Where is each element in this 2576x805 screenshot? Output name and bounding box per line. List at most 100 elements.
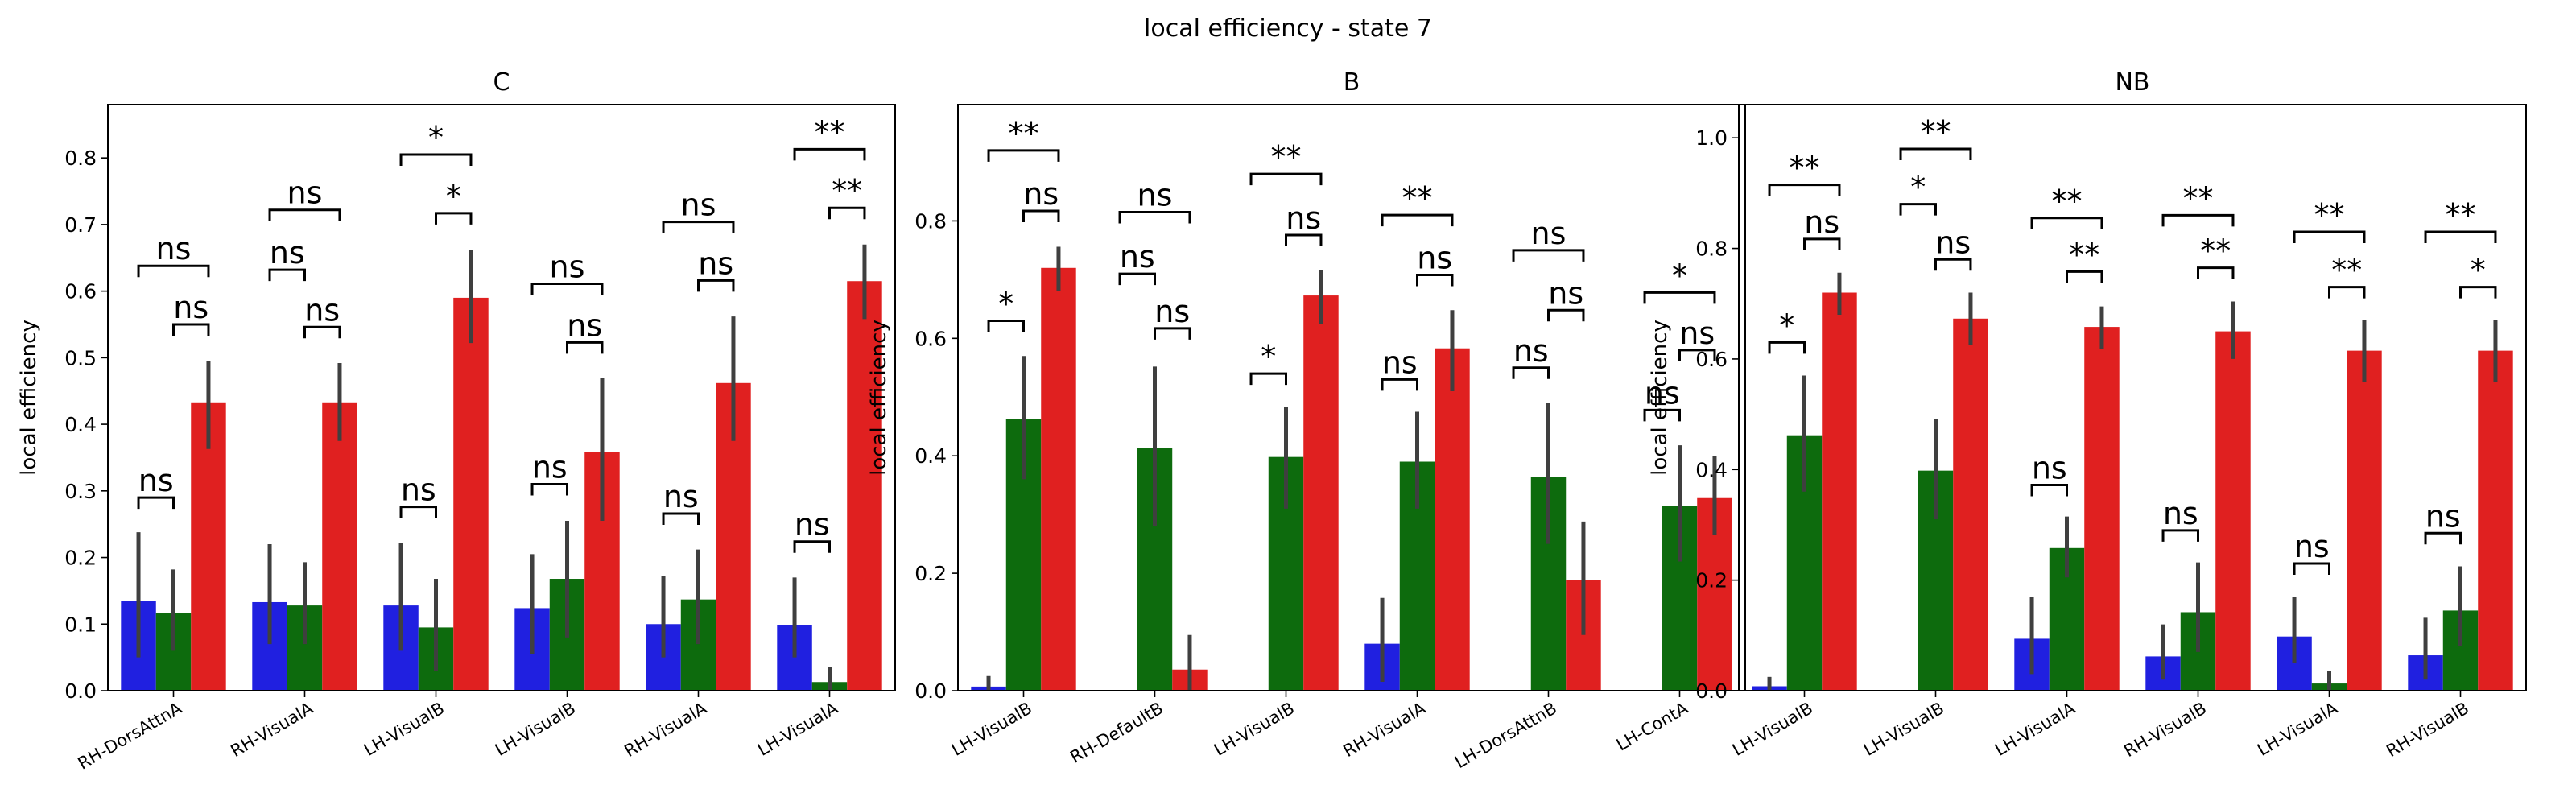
significance-label: ns — [1679, 316, 1715, 351]
significance-label: * — [1261, 339, 1276, 374]
significance-bracket — [1678, 349, 1716, 361]
y-tick-label: 0.6 — [1695, 348, 1728, 371]
x-tick-label: LH-VisualA — [2254, 698, 2342, 760]
bar — [1303, 295, 1339, 691]
significance-label: * — [1779, 308, 1794, 343]
bar — [191, 402, 226, 691]
significance-label: ns — [663, 479, 699, 514]
significance-label: ns — [1645, 375, 1680, 411]
significance-label: ** — [832, 173, 862, 208]
significance-label: ns — [795, 507, 830, 543]
x-tick-label: RH-DefaultB — [1067, 699, 1166, 767]
significance-label: ns — [532, 450, 568, 485]
bar — [2215, 331, 2251, 691]
significance-label: ns — [1382, 345, 1418, 380]
significance-bracket — [566, 341, 604, 354]
y-axis-label: local efficiency — [1648, 320, 1672, 476]
bar — [1953, 318, 1988, 691]
significance-bracket — [1249, 372, 1287, 386]
significance-bracket — [2030, 217, 2103, 229]
significance-bracket — [2424, 531, 2462, 545]
significance-label: ** — [1271, 139, 1302, 175]
x-tick-label: RH-VisualA — [621, 698, 710, 761]
subplot-title: NB — [2115, 68, 2149, 97]
significance-bracket — [2424, 230, 2497, 243]
significance-label: ns — [304, 292, 340, 328]
bar — [322, 402, 357, 691]
significance-label: ns — [2425, 498, 2461, 534]
significance-label: ** — [2200, 233, 2231, 269]
significance-label: ** — [1790, 151, 1820, 186]
x-tick-label: LH-VisualA — [754, 698, 842, 760]
bar — [847, 281, 882, 691]
x-tick-label: LH-VisualB — [948, 699, 1035, 760]
significance-label: ns — [567, 308, 602, 343]
significance-bracket — [1118, 272, 1156, 286]
significance-bracket — [1512, 249, 1585, 262]
significance-label: * — [446, 179, 461, 214]
significance-bracket — [2161, 213, 2235, 227]
figure-title: local efficiency - state 7 — [1144, 14, 1432, 43]
significance-label: ns — [1513, 333, 1549, 369]
significance-bracket — [399, 153, 473, 167]
significance-bracket — [2459, 286, 2497, 299]
significance-label: ns — [287, 175, 323, 211]
y-tick-label: 0.4 — [64, 413, 97, 436]
significance-label: ** — [2314, 197, 2345, 233]
significance-label: ns — [138, 463, 174, 498]
bar — [1041, 267, 1076, 691]
y-tick-label: 0.8 — [1695, 237, 1728, 261]
y-tick-label: 0.7 — [64, 213, 97, 237]
significance-bracket — [793, 540, 831, 553]
significance-bracket — [2030, 484, 2068, 497]
bar — [2084, 327, 2120, 691]
significance-label: ns — [550, 250, 585, 285]
significance-bracket — [1512, 366, 1550, 379]
significance-label: * — [1910, 170, 1926, 205]
significance-label: ns — [173, 290, 208, 325]
significance-bracket — [1899, 203, 1937, 216]
x-tick-label: RH-VisualB — [2120, 699, 2210, 762]
significance-label: ** — [2069, 237, 2099, 272]
y-tick-label: 0.2 — [64, 547, 97, 570]
x-tick-label: LH-VisualB — [1211, 699, 1298, 760]
axes-frame — [107, 104, 896, 691]
bar — [1435, 348, 1470, 691]
significance-bracket — [137, 264, 210, 278]
significance-bracket — [1768, 184, 1841, 196]
bar — [2478, 350, 2513, 691]
significance-label: ** — [2052, 184, 2083, 219]
axes-frame — [1738, 104, 2527, 691]
significance-label: ** — [2183, 180, 2214, 216]
y-tick-label: 0.5 — [64, 346, 97, 369]
y-tick-label: 1.0 — [1695, 126, 1728, 150]
significance-label: ** — [1921, 114, 1951, 150]
significance-bracket — [2328, 286, 2366, 299]
significance-bracket — [987, 319, 1025, 332]
significance-label: * — [428, 120, 444, 155]
significance-label: * — [998, 286, 1013, 321]
significance-bracket — [2066, 270, 2103, 283]
significance-label: ns — [1137, 177, 1173, 213]
significance-bracket — [530, 483, 568, 496]
x-tick-label: LH-VisualB — [1860, 699, 1947, 760]
significance-bracket — [2161, 529, 2199, 542]
y-tick-label: 0.8 — [64, 147, 97, 170]
y-tick-label: 0.8 — [914, 209, 947, 233]
significance-bracket — [1381, 213, 1454, 227]
significance-label: ns — [270, 235, 305, 270]
x-tick-label: RH-VisualA — [1340, 698, 1429, 761]
significance-bracket — [662, 221, 735, 233]
y-axis-label: local efficiency — [867, 320, 891, 476]
significance-bracket — [828, 206, 866, 220]
significance-bracket — [1899, 147, 1972, 160]
significance-label: ns — [1548, 275, 1583, 311]
significance-label: * — [2471, 253, 2486, 288]
significance-bracket — [987, 149, 1060, 162]
significance-label: ** — [2331, 253, 2362, 288]
bar — [453, 297, 489, 691]
x-tick-label: LH-DorsAttnB — [1451, 699, 1560, 773]
subplot-3: NB local efficiency 0.0 0.2 0.4 0.6 0.8 1.0 LH-V… — [1648, 68, 2527, 762]
